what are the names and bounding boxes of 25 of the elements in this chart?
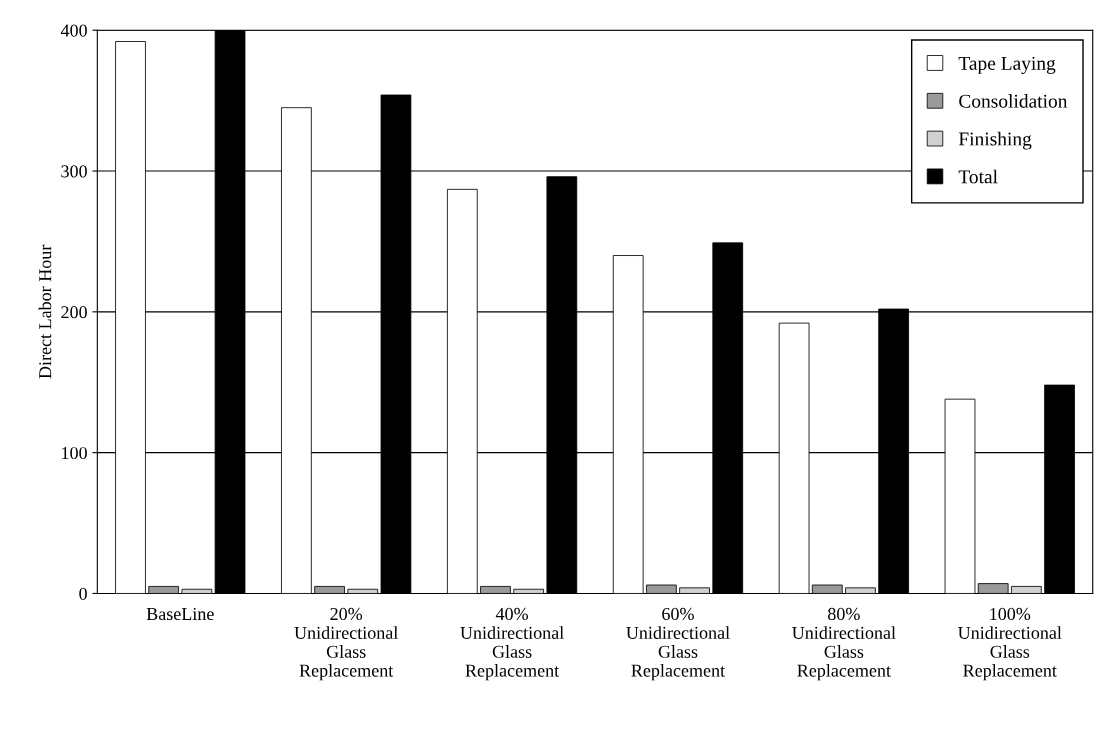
x-tick-label: 100% Unidirectional Glass Replacement — [958, 607, 1062, 681]
y-tick-label: 0 — [79, 587, 87, 600]
bar — [845, 587, 876, 594]
x-tick-label: 20% Unidirectional Glass Replacement — [294, 607, 398, 681]
bar — [1011, 586, 1042, 594]
bar — [480, 586, 511, 594]
legend-label: Finishing — [958, 131, 1032, 150]
bar — [811, 584, 843, 594]
bar — [679, 587, 710, 594]
legend-label: Tape Laying — [958, 56, 1056, 74]
y-tick-label: 200 — [61, 306, 87, 319]
x-tick-label: 80% Unidirectional Glass Replacement — [792, 607, 896, 681]
x-tick-label: 40% Unidirectional Glass Replacement — [460, 607, 564, 681]
legend-label: Consolidation — [959, 94, 1068, 108]
legend-label: Total — [958, 169, 998, 184]
x-tick-label: 60% Unidirectional Glass Replacement — [626, 607, 730, 681]
y-tick-label: 400 — [60, 24, 87, 37]
y-tick-label: 300 — [61, 165, 87, 178]
bar — [646, 584, 677, 594]
y-tick-label: 100 — [62, 446, 87, 460]
bar — [314, 586, 345, 594]
y-axis-title: Direct Labor Hour — [38, 244, 52, 379]
bar — [148, 586, 180, 594]
bar — [977, 583, 1009, 594]
x-tick-label: BaseLine — [146, 607, 214, 621]
